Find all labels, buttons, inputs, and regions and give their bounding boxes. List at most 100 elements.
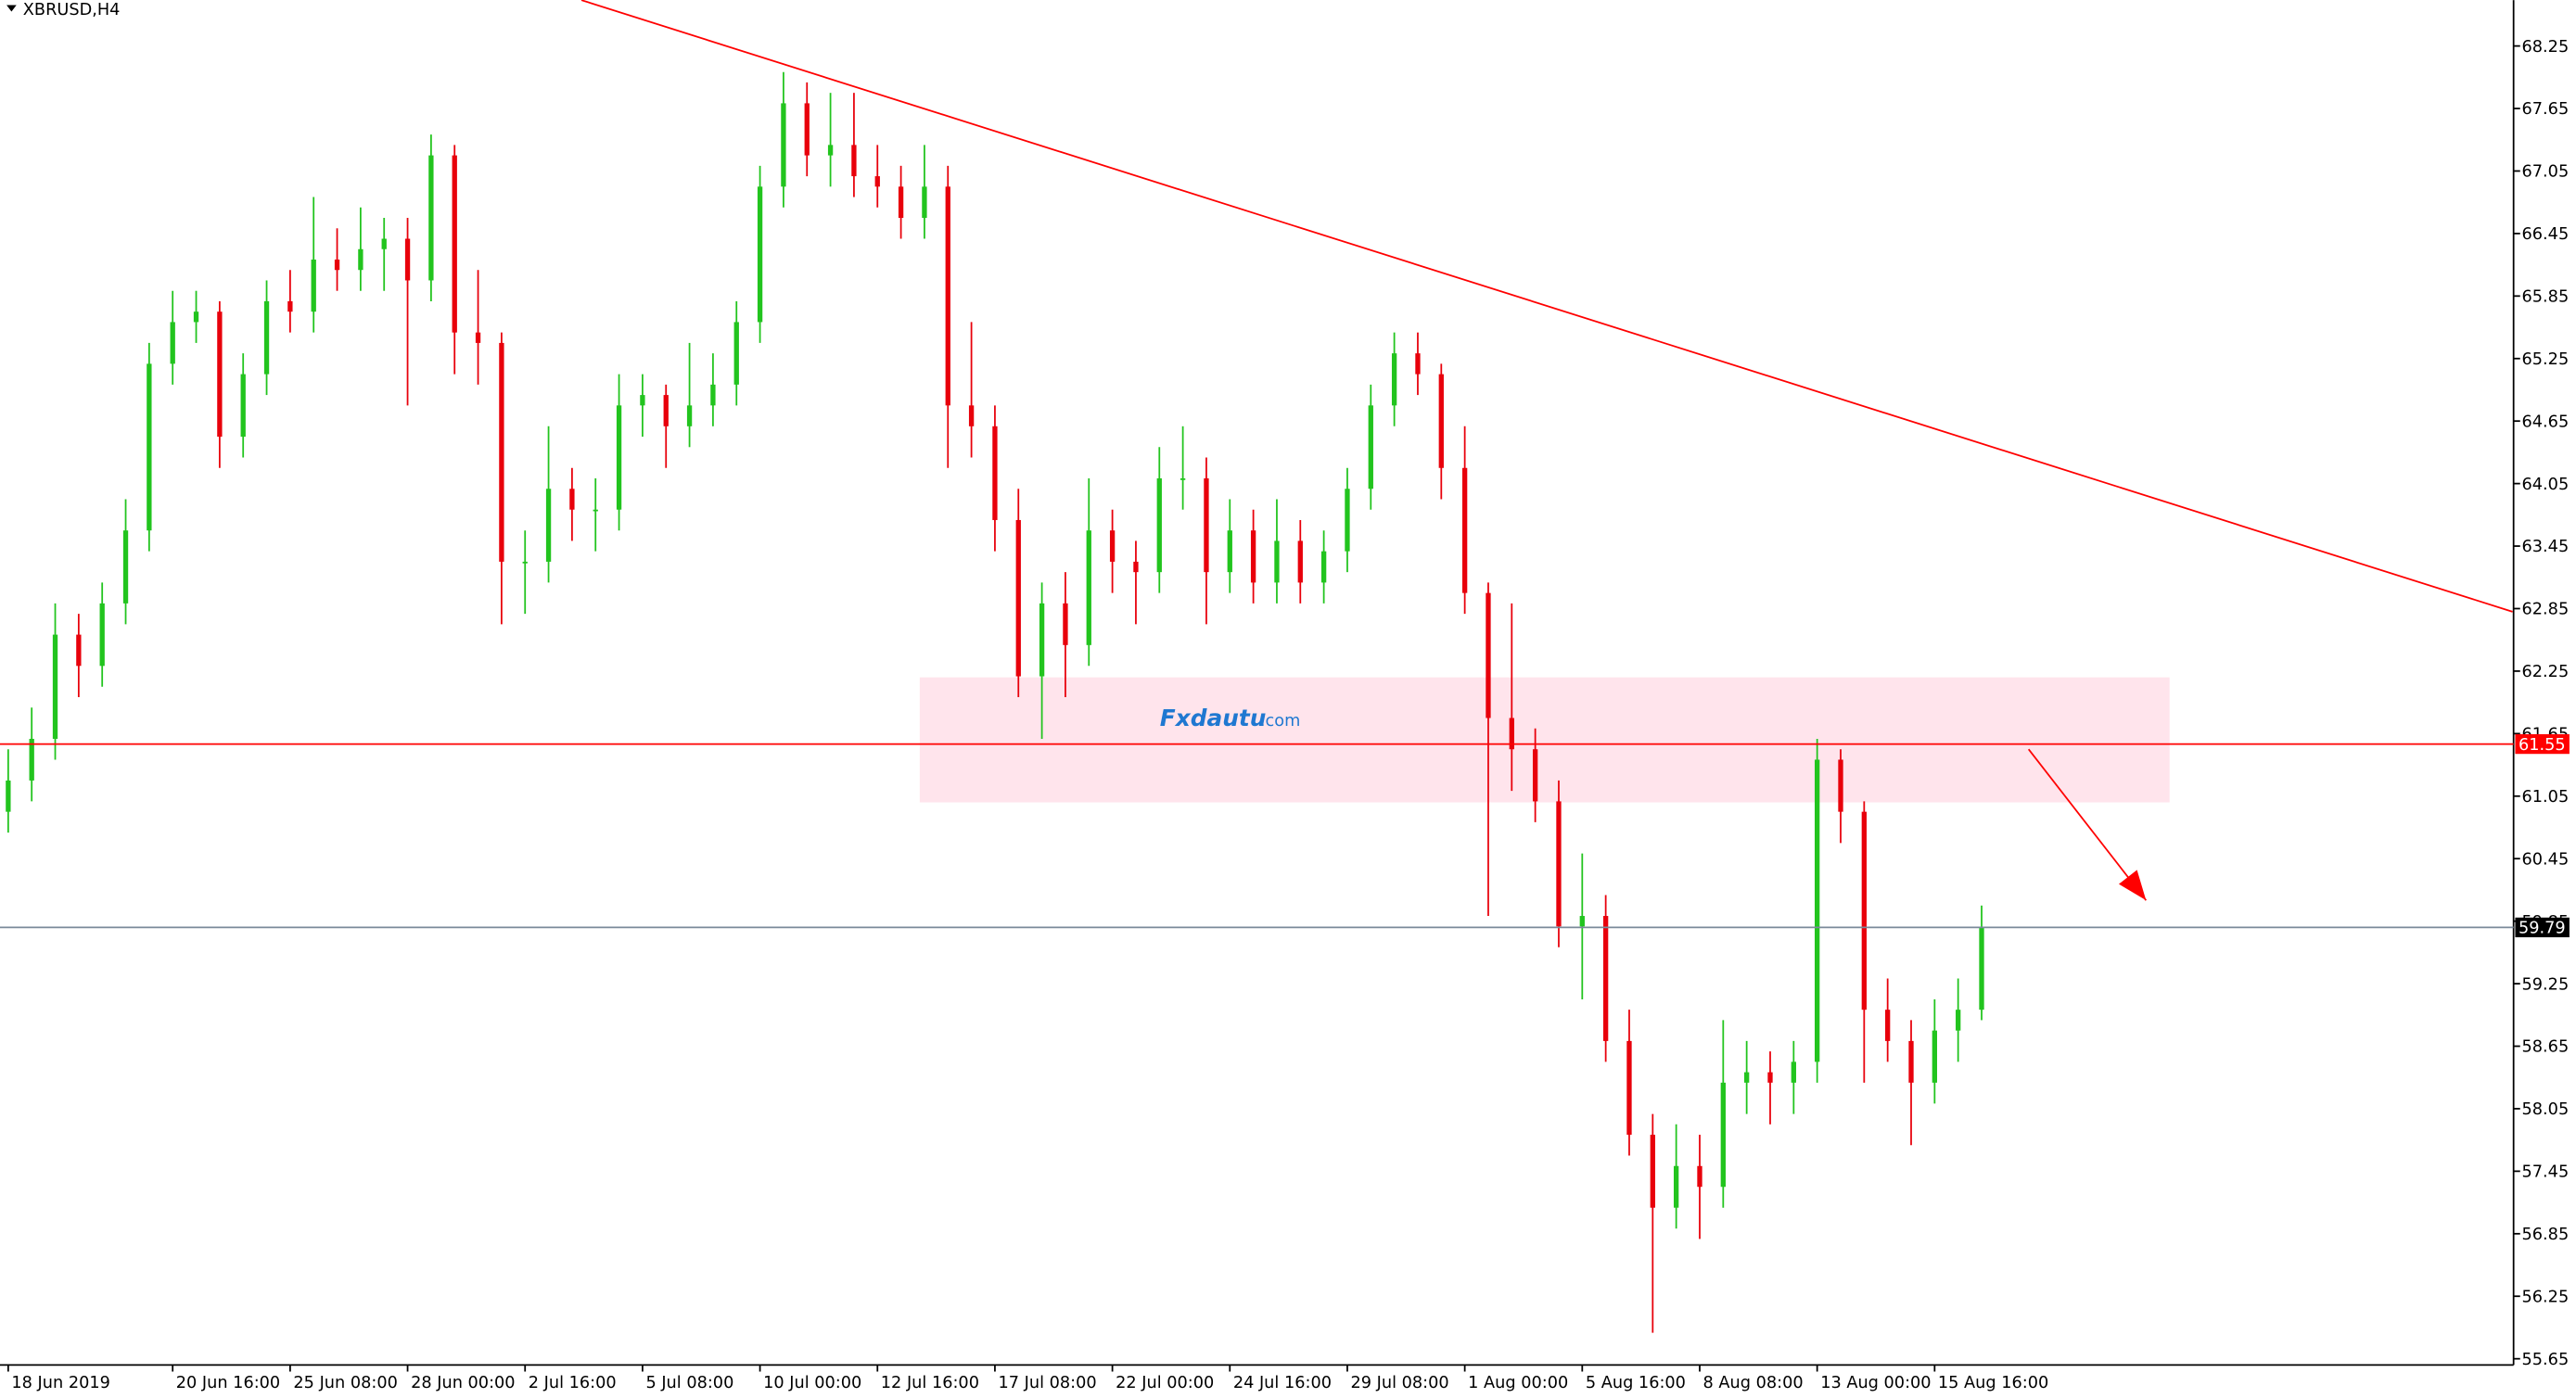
plot-area <box>0 0 2520 1372</box>
candle-body <box>968 405 975 426</box>
x-tick-label: 17 Jul 08:00 <box>998 1374 1096 1392</box>
y-tick-label: 62.85 <box>2522 601 2570 619</box>
candle-body <box>358 248 363 271</box>
candle-body <box>452 155 457 333</box>
candle-body <box>240 374 246 438</box>
candle-body <box>616 405 622 510</box>
y-tick-label: 56.25 <box>2522 1288 2570 1306</box>
watermark-suffix: .com <box>1260 712 1300 731</box>
candle-body <box>781 103 786 187</box>
y-tick-label: 64.65 <box>2522 413 2570 431</box>
candle-body <box>1908 1040 1914 1083</box>
y-tick-label: 58.05 <box>2522 1100 2570 1119</box>
y-tick-label: 68.25 <box>2522 38 2570 57</box>
y-tick-label: 66.45 <box>2522 225 2570 244</box>
candle-body <box>1767 1072 1773 1083</box>
current-price-tag <box>2515 917 2570 938</box>
y-tick-label: 67.65 <box>2522 100 2570 119</box>
x-tick-label: 12 Jul 16:00 <box>881 1374 979 1392</box>
x-tick-label: 20 Jun 16:00 <box>176 1374 280 1392</box>
candle-body <box>1063 603 1068 645</box>
candle-body <box>1602 916 1609 1041</box>
candle-body <box>1838 759 1843 812</box>
level-tag <box>2515 733 2570 755</box>
candle-body <box>1626 1040 1632 1136</box>
y-tick-label: 57.45 <box>2522 1163 2570 1182</box>
resistance-zone <box>919 677 2170 803</box>
trendline <box>580 0 2513 613</box>
current-price-label: 59.79 <box>2519 920 2566 938</box>
candle-body <box>1109 530 1116 562</box>
candle-body <box>686 405 693 426</box>
candle-body <box>29 738 34 781</box>
candle-body <box>1650 1135 1655 1208</box>
candle-body <box>6 780 11 812</box>
candle-body <box>945 186 950 406</box>
x-tick-label: 13 Aug 00:00 <box>1820 1374 1931 1392</box>
y-tick-label: 61.05 <box>2522 788 2570 807</box>
y-tick-label: 64.05 <box>2522 476 2570 494</box>
candle-body <box>1579 916 1585 927</box>
x-tick-label: 8 Aug 08:00 <box>1703 1374 1804 1392</box>
candle-body <box>1956 1010 1961 1031</box>
candle-body <box>99 603 105 667</box>
candle-body <box>1979 927 1984 1010</box>
arrow-head <box>2118 870 2147 901</box>
candle-body <box>1673 1165 1679 1208</box>
candle-body <box>334 259 340 271</box>
candle-body <box>1391 353 1397 406</box>
candle-body <box>1297 540 1303 583</box>
candle-body <box>1133 561 1139 573</box>
x-tick-label: 28 Jun 00:00 <box>411 1374 515 1392</box>
menu-icon[interactable] <box>6 5 17 12</box>
candle-body <box>569 489 575 510</box>
candle-body <box>1885 1010 1891 1041</box>
candle-body <box>122 530 129 604</box>
candle-body <box>170 322 175 364</box>
y-tick-label: 60.45 <box>2522 850 2570 869</box>
chart-title: XBRUSD,H4 <box>23 1 121 19</box>
candle-body <box>1274 540 1280 583</box>
candle-body <box>710 384 716 406</box>
candle-body <box>545 489 552 562</box>
x-tick-label: 29 Jul 08:00 <box>1351 1374 1449 1392</box>
candle-body <box>1486 592 1491 718</box>
y-tick-label: 58.65 <box>2522 1038 2570 1057</box>
level-label: 61.55 <box>2519 736 2566 755</box>
candle-body <box>1086 530 1091 645</box>
x-tick-label: 2 Jul 16:00 <box>529 1374 617 1392</box>
candle-body <box>733 322 739 385</box>
candle-body <box>311 259 316 312</box>
candle-body <box>1532 749 1538 802</box>
candle-body <box>522 561 528 564</box>
candle-body <box>1815 759 1820 1062</box>
x-tick-label: 18 Jun 2019 <box>11 1374 109 1392</box>
candle-body <box>663 395 669 426</box>
arrow-line <box>2027 748 2148 901</box>
candle-body <box>1720 1082 1726 1188</box>
candle-body <box>1320 551 1327 583</box>
candle-body <box>381 238 387 249</box>
x-tick-label: 25 Jun 08:00 <box>293 1374 397 1392</box>
x-tick-label: 5 Jul 08:00 <box>645 1374 733 1392</box>
candle-body <box>1697 1165 1702 1188</box>
candle-body <box>1743 1072 1750 1083</box>
candle-body <box>827 145 834 156</box>
candle-body <box>874 176 880 187</box>
x-tick-label: 24 Jul 16:00 <box>1233 1374 1332 1392</box>
candle-body <box>287 300 293 312</box>
candle-body <box>992 426 998 520</box>
x-tick-label: 15 Aug 16:00 <box>1938 1374 2048 1392</box>
candle-body <box>404 238 411 281</box>
candle-body <box>1932 1030 1937 1083</box>
candle-body <box>1791 1061 1796 1083</box>
candle-body <box>1438 374 1444 468</box>
candle-body <box>804 103 810 156</box>
candle-body <box>898 186 904 219</box>
candle-body <box>1180 478 1186 480</box>
candle-body <box>1156 478 1162 573</box>
candle-body <box>1250 530 1256 583</box>
x-tick-label: 22 Jul 00:00 <box>1116 1374 1214 1392</box>
